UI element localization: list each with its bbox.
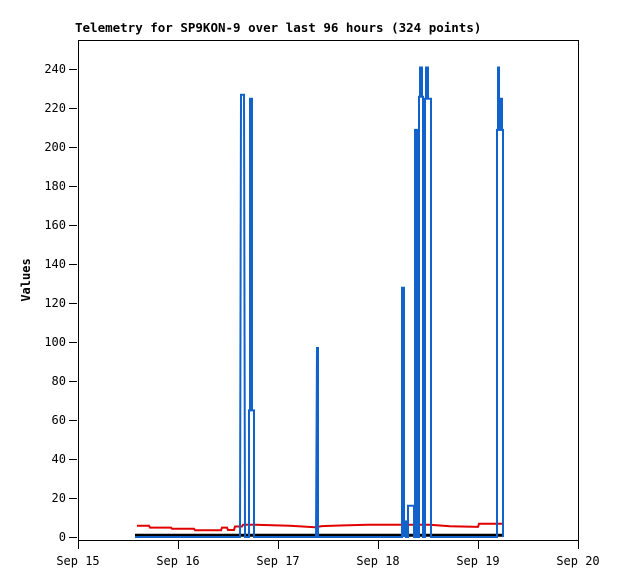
y-tick-label: 160 xyxy=(44,218,66,233)
x-tick-label: Sep 15 xyxy=(56,554,100,568)
chart-title: Telemetry for SP9KON-9 over last 96 hour… xyxy=(75,20,482,35)
y-tick-label: 200 xyxy=(44,140,66,155)
x-tick-label: Sep 20 xyxy=(556,554,600,568)
x-tick-label: Sep 16 xyxy=(156,554,200,568)
y-tick-label: 180 xyxy=(44,179,66,194)
plot-frame xyxy=(78,40,579,541)
x-tick-label: Sep 19 xyxy=(456,554,500,568)
series-channel-blue xyxy=(135,66,504,538)
y-tick-label: 0 xyxy=(58,530,66,544)
y-tick-label: 240 xyxy=(44,62,66,77)
y-tick-label: 100 xyxy=(44,335,66,350)
y-tick-label: 140 xyxy=(44,257,66,272)
series-channel-red xyxy=(137,522,503,532)
y-tick-label: 60 xyxy=(51,413,66,428)
y-tick-label: 80 xyxy=(51,374,66,389)
y-tick-label: 220 xyxy=(44,101,66,116)
y-tick-label: 120 xyxy=(44,296,66,311)
y-tick-label: 40 xyxy=(51,452,66,467)
x-tick-label: Sep 17 xyxy=(256,554,300,568)
x-tick-label: Sep 18 xyxy=(356,554,400,568)
y-tick-label: 20 xyxy=(51,491,66,506)
